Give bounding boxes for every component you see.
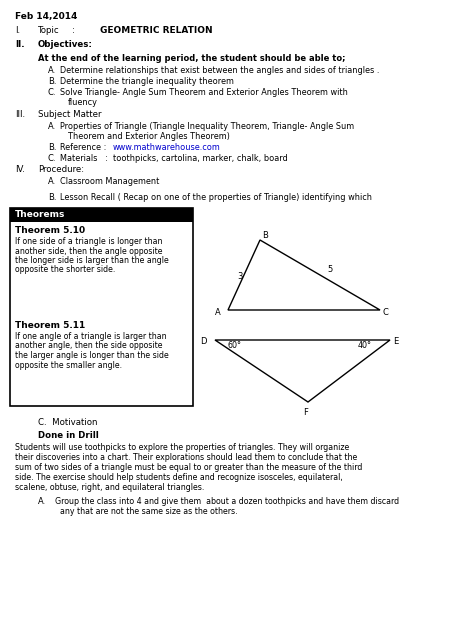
- Text: Done in Drill: Done in Drill: [38, 431, 99, 440]
- Text: Feb 14,2014: Feb 14,2014: [15, 12, 77, 21]
- Text: B.: B.: [48, 77, 56, 86]
- Text: A.: A.: [38, 497, 46, 506]
- Text: www.mathwarehouse.com: www.mathwarehouse.com: [113, 143, 221, 152]
- Text: another side, then the angle opposite: another side, then the angle opposite: [15, 246, 163, 255]
- Text: their discoveries into a chart. Their explorations should lead them to conclude : their discoveries into a chart. Their ex…: [15, 453, 357, 462]
- Text: toothpicks, cartolina, marker, chalk, board: toothpicks, cartolina, marker, chalk, bo…: [113, 154, 288, 163]
- Text: Materials   :: Materials :: [60, 154, 108, 163]
- Text: 5: 5: [327, 265, 332, 274]
- Text: Lesson Recall ( Recap on one of the properties of Triangle) identifying which: Lesson Recall ( Recap on one of the prop…: [60, 193, 372, 202]
- Text: C.: C.: [48, 154, 56, 163]
- Text: Objectives:: Objectives:: [38, 40, 93, 49]
- Text: D: D: [200, 337, 207, 346]
- Text: Theorem and Exterior Angles Theorem): Theorem and Exterior Angles Theorem): [68, 132, 230, 141]
- Text: Group the class into 4 and give them  about a dozen toothpicks and have them dis: Group the class into 4 and give them abo…: [55, 497, 399, 506]
- Bar: [10, 208, 193, 406]
- Text: Reference :: Reference :: [60, 143, 106, 152]
- Text: Theorem 5.10: Theorem 5.10: [15, 226, 85, 235]
- Text: B.: B.: [48, 193, 56, 202]
- Text: Theorem 5.11: Theorem 5.11: [15, 321, 85, 330]
- Text: Classroom Management: Classroom Management: [60, 177, 159, 186]
- Text: A: A: [215, 308, 221, 317]
- Text: scalene, obtuse, right, and equilateral triangles.: scalene, obtuse, right, and equilateral …: [15, 483, 204, 492]
- Text: E: E: [393, 337, 398, 346]
- Text: sum of two sides of a triangle must be equal to or greater than the measure of t: sum of two sides of a triangle must be e…: [15, 463, 363, 472]
- Text: If one angle of a triangle is larger than: If one angle of a triangle is larger tha…: [15, 332, 167, 341]
- Text: B.: B.: [48, 143, 56, 152]
- Text: I.: I.: [15, 26, 20, 35]
- Text: the larger angle is longer than the side: the larger angle is longer than the side: [15, 351, 169, 360]
- Text: Properties of Triangle (Triangle Inequality Theorem, Triangle- Angle Sum: Properties of Triangle (Triangle Inequal…: [60, 122, 354, 131]
- Text: GEOMETRIC RELATION: GEOMETRIC RELATION: [100, 26, 213, 35]
- Text: opposite the shorter side.: opposite the shorter side.: [15, 265, 115, 274]
- Text: F: F: [303, 408, 308, 417]
- Text: If one side of a triangle is longer than: If one side of a triangle is longer than: [15, 237, 163, 246]
- Text: C.: C.: [48, 88, 56, 97]
- Text: A.: A.: [48, 177, 56, 186]
- Bar: [10, 208, 193, 222]
- Text: Theorems: Theorems: [15, 210, 65, 219]
- Text: Topic: Topic: [38, 26, 60, 35]
- Text: A.: A.: [48, 122, 56, 131]
- Text: III.: III.: [15, 110, 25, 119]
- Text: Procedure:: Procedure:: [38, 165, 84, 174]
- Text: side. The exercise should help students define and recognize isosceles, equilate: side. The exercise should help students …: [15, 473, 343, 482]
- Text: the longer side is larger than the angle: the longer side is larger than the angle: [15, 256, 169, 265]
- Text: A.: A.: [48, 66, 56, 75]
- Text: IV.: IV.: [15, 165, 25, 174]
- Text: C.  Motivation: C. Motivation: [38, 418, 98, 427]
- Text: fluency: fluency: [68, 98, 98, 107]
- Text: Determine relationships that exist between the angles and sides of triangles .: Determine relationships that exist betwe…: [60, 66, 379, 75]
- Text: Solve Triangle- Angle Sum Theorem and Exterior Angles Theorem with: Solve Triangle- Angle Sum Theorem and Ex…: [60, 88, 348, 97]
- Text: II.: II.: [15, 40, 25, 49]
- Text: 3: 3: [237, 272, 242, 281]
- Text: 40°: 40°: [358, 341, 372, 350]
- Text: opposite the smaller angle.: opposite the smaller angle.: [15, 360, 122, 370]
- Text: At the end of the learning period, the student should be able to;: At the end of the learning period, the s…: [38, 54, 346, 63]
- Text: :: :: [72, 26, 75, 35]
- Text: B: B: [262, 231, 268, 240]
- Text: Students will use toothpicks to explore the properties of triangles. They will o: Students will use toothpicks to explore …: [15, 443, 349, 452]
- Text: Subject Matter: Subject Matter: [38, 110, 101, 119]
- Text: any that are not the same size as the others.: any that are not the same size as the ot…: [60, 507, 237, 516]
- Text: 60°: 60°: [228, 341, 242, 350]
- Text: C: C: [383, 308, 389, 317]
- Text: Determine the triangle inequality theorem: Determine the triangle inequality theore…: [60, 77, 234, 86]
- Text: another angle, then the side opposite: another angle, then the side opposite: [15, 341, 163, 351]
